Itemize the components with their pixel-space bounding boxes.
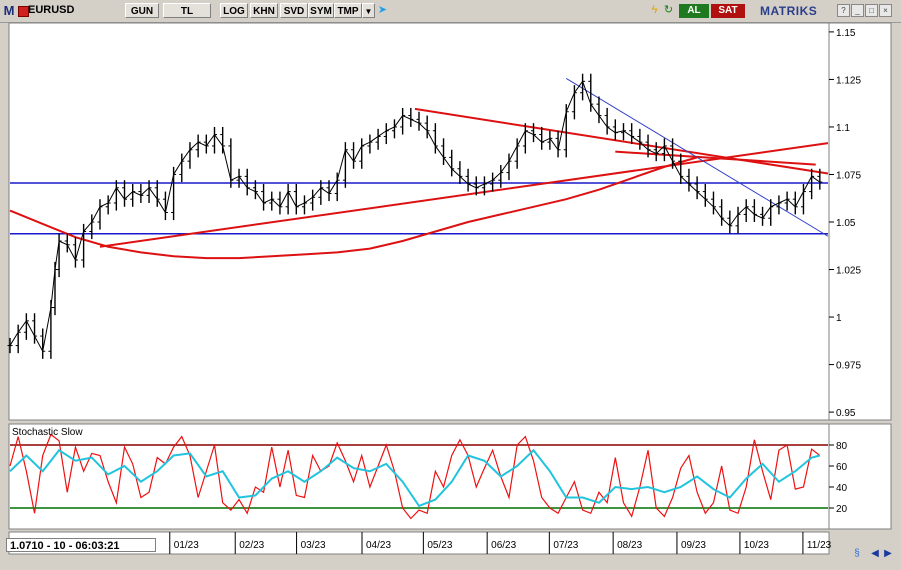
price-tick-label-3: 1.075 (836, 170, 861, 181)
time-tick-label-5: 06/23 (491, 540, 516, 551)
svd-button[interactable]: SVD (280, 3, 308, 18)
symbol-flag-icon (18, 6, 29, 17)
moving-average-line (9, 156, 698, 260)
sell-button[interactable]: SAT (711, 4, 745, 18)
currency-tl-button[interactable]: TL (163, 3, 211, 18)
price-close-line (9, 80, 821, 353)
price-tick-label-8: 0.95 (836, 408, 856, 419)
khn-button[interactable]: KHN (250, 3, 278, 18)
template-button[interactable]: TMP (334, 3, 362, 18)
brand-logo: MATRIKS (760, 4, 818, 18)
price-axis-panel (828, 22, 892, 421)
time-tick-label-2: 03/23 (301, 540, 326, 551)
lightning-icon[interactable]: ϟ (651, 4, 658, 16)
stoch-axis-panel (828, 423, 892, 530)
price-tick-label-4: 1.05 (836, 218, 856, 229)
stochastic-panel (8, 423, 830, 530)
scroll-right-icon[interactable]: ▶ (884, 548, 892, 559)
price-tick-label-6: 1 (836, 313, 842, 324)
sym-button[interactable]: SYM (308, 3, 334, 18)
time-tick-label-10: 11/23 (807, 540, 832, 551)
sync-icon[interactable]: § (854, 548, 860, 559)
stoch-tick-label-1: 60 (836, 462, 848, 473)
period-day-button[interactable]: GUN (125, 3, 159, 18)
stoch-series-0 (9, 433, 821, 520)
maximize-icon[interactable]: □ (865, 4, 878, 17)
time-tick-label-0: 01/23 (174, 540, 199, 551)
time-tick-label-4: 05/23 (427, 540, 452, 551)
log-scale-button[interactable]: LOG (220, 3, 248, 18)
app-logo: M (3, 3, 15, 18)
stoch-series-1 (9, 448, 821, 508)
refresh-icon[interactable]: ↻ (663, 4, 674, 16)
trendline-0 (99, 142, 829, 248)
minimize-icon[interactable]: _ (851, 4, 864, 17)
price-panel (8, 22, 830, 421)
time-tick-label-1: 02/23 (239, 540, 264, 551)
close-icon[interactable]: × (879, 4, 892, 17)
trendline-1 (414, 107, 829, 175)
stoch-tick-label-3: 20 (836, 504, 848, 515)
price-tick-label-1: 1.125 (836, 75, 861, 86)
time-tick-label-8: 09/23 (681, 540, 706, 551)
twitter-icon[interactable]: ➤ (377, 4, 388, 16)
toolbar: M EURUSD GUN TL LOG KHN SVD SYM TMP ▼ ➤ … (0, 0, 901, 23)
symbol-label[interactable]: EURUSD (28, 4, 75, 16)
help-icon[interactable]: ? (837, 4, 850, 17)
template-dropdown-icon[interactable]: ▼ (362, 3, 375, 18)
price-tick-label-0: 1.15 (836, 28, 856, 39)
stochastic-title: Stochastic Slow (12, 427, 83, 438)
time-tick-label-6: 07/23 (553, 540, 578, 551)
time-tick-label-7: 08/23 (617, 540, 642, 551)
price-tick-label-5: 1.025 (836, 266, 861, 277)
price-tick-label-7: 0.975 (836, 361, 861, 372)
crosshair-readout: 1.0710 - 10 - 06:03:21 (6, 538, 156, 552)
time-tick-label-3: 04/23 (366, 540, 391, 551)
stoch-tick-label-0: 80 (836, 441, 848, 452)
time-tick-label-9: 10/23 (744, 540, 769, 551)
stoch-tick-label-2: 40 (836, 483, 848, 494)
price-bar (817, 168, 823, 190)
scroll-left-icon[interactable]: ◀ (871, 548, 879, 559)
price-tick-label-2: 1.1 (836, 123, 850, 134)
buy-button[interactable]: AL (679, 4, 709, 18)
